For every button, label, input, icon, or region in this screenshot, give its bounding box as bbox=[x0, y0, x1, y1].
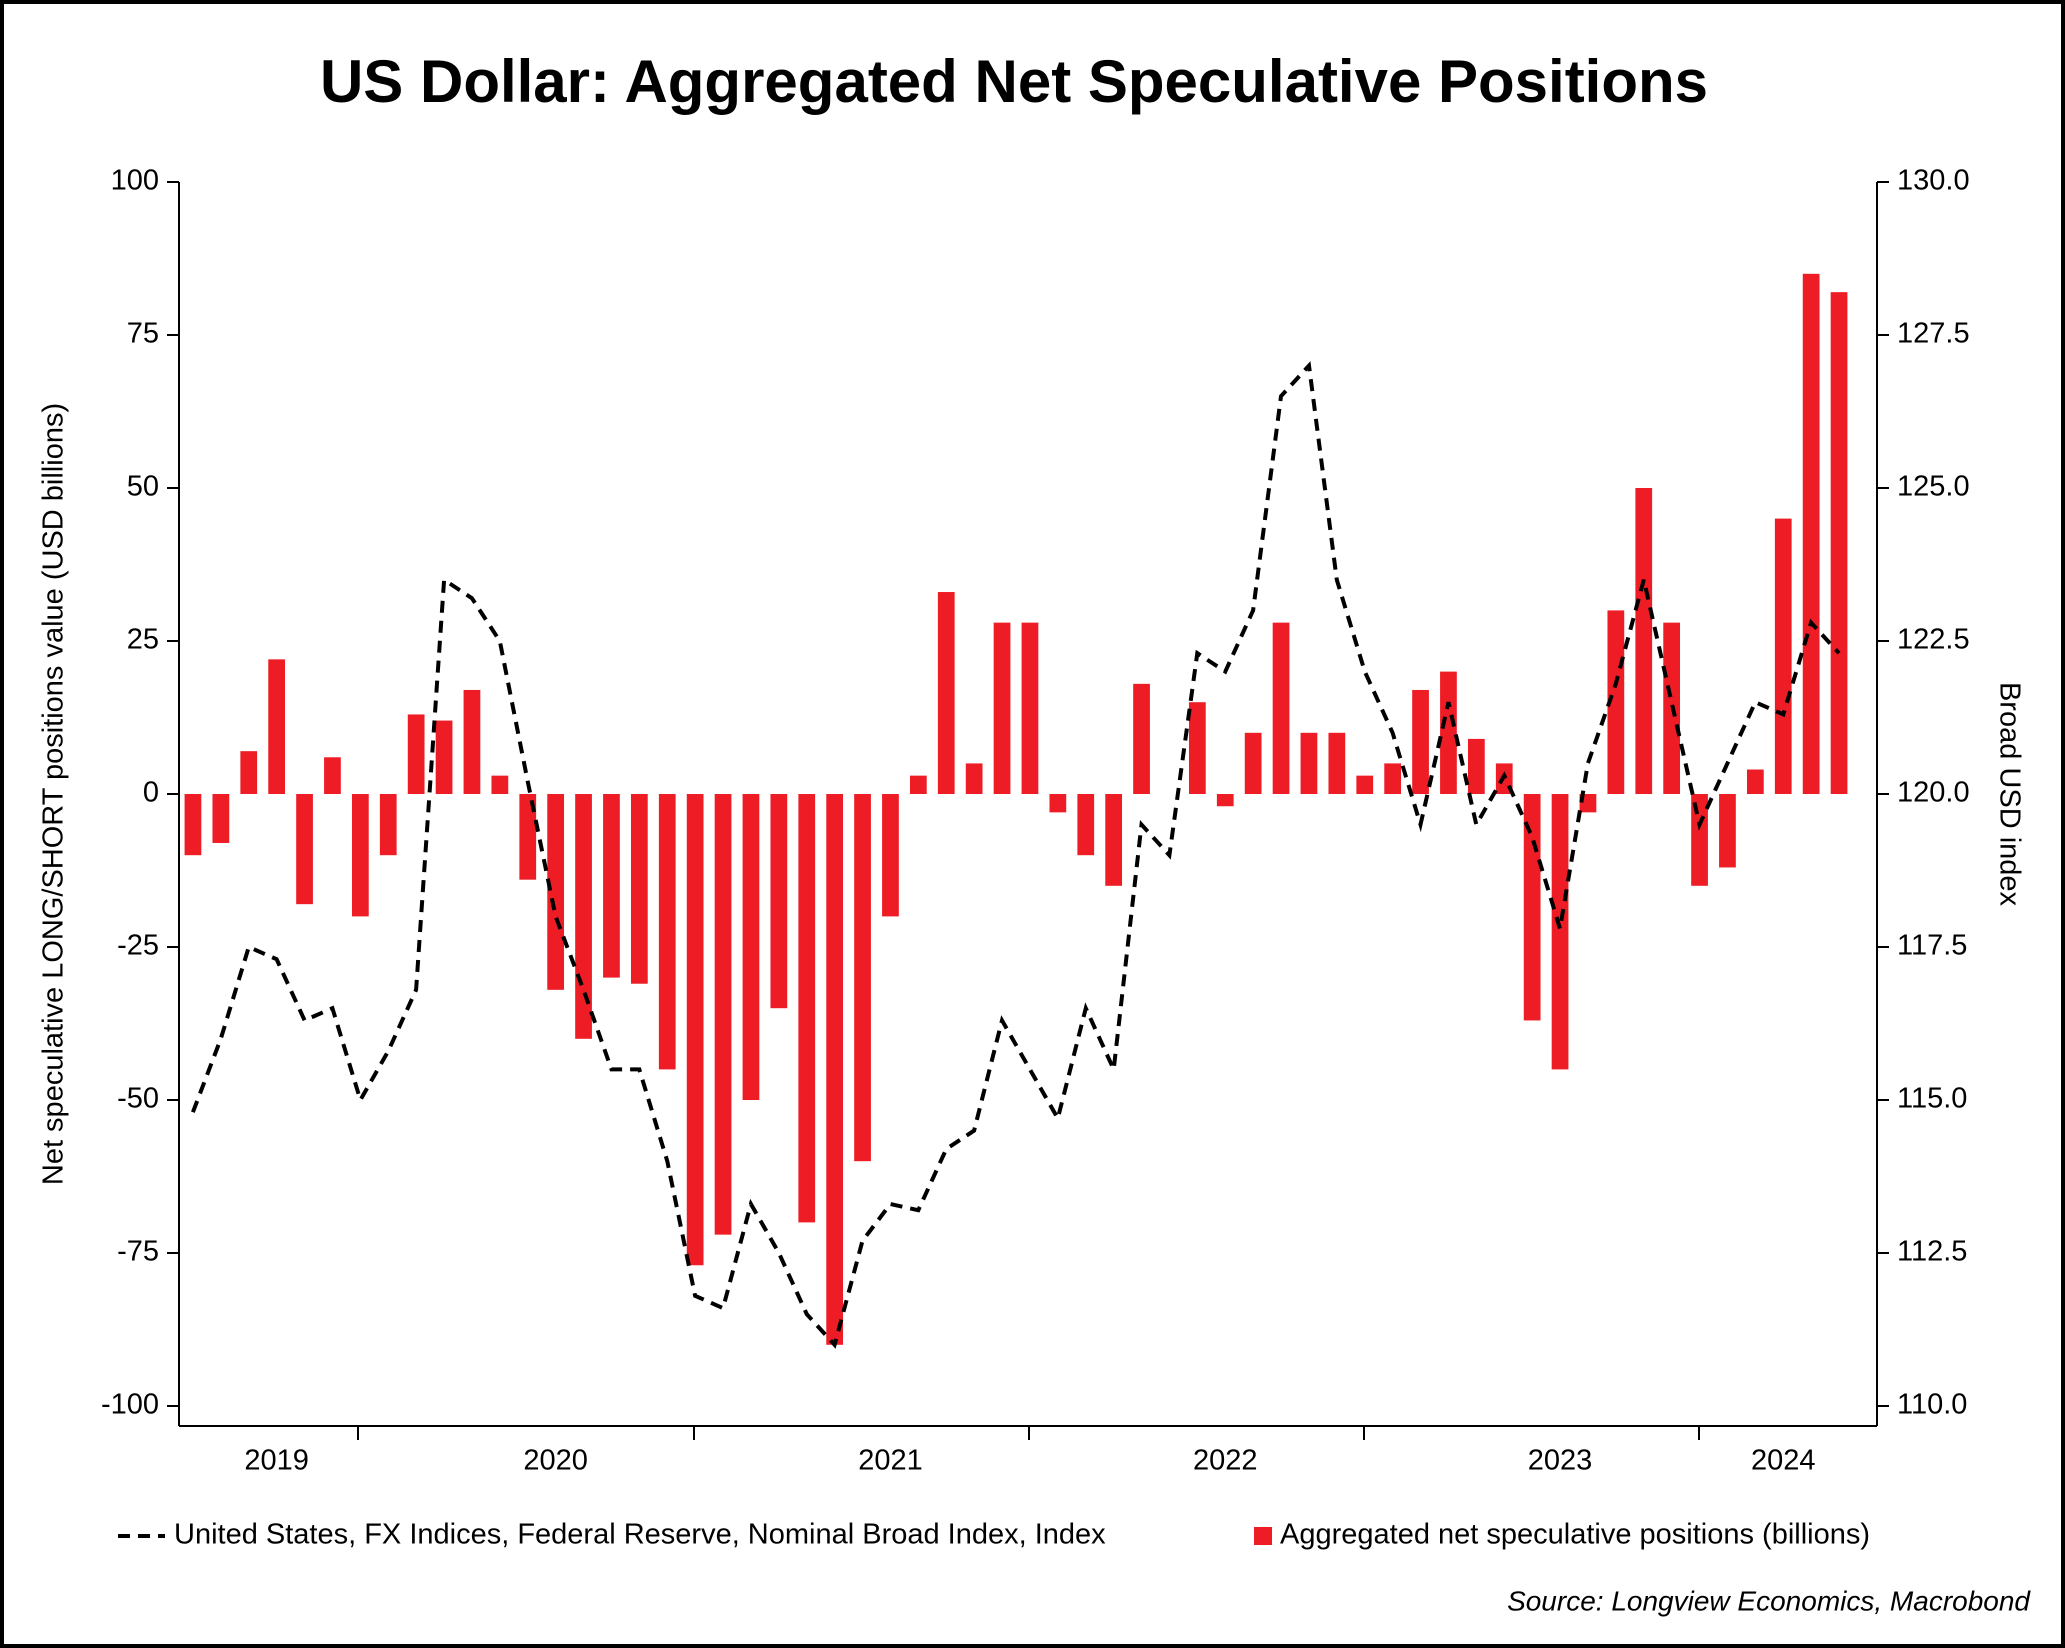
bar bbox=[854, 794, 871, 1162]
bar bbox=[1356, 775, 1374, 794]
bar bbox=[184, 794, 202, 856]
bar bbox=[630, 794, 648, 984]
x-tick-label: 2019 bbox=[244, 1445, 309, 1477]
bar bbox=[965, 763, 983, 794]
bar bbox=[268, 659, 286, 794]
legend-label: Aggregated net speculative positions (bi… bbox=[1280, 1519, 1870, 1551]
bar bbox=[742, 794, 760, 1100]
bar bbox=[1774, 518, 1792, 794]
bar bbox=[1077, 794, 1095, 856]
y-tick-label: 75 bbox=[127, 318, 159, 350]
y2-tick-label: 110.0 bbox=[1897, 1389, 1967, 1421]
bar bbox=[1049, 794, 1067, 813]
y-tick-label: 0 bbox=[143, 777, 159, 809]
bar bbox=[714, 794, 732, 1235]
bar bbox=[1300, 732, 1318, 794]
bar bbox=[1607, 610, 1625, 794]
legend-swatch-bar bbox=[1254, 1527, 1272, 1545]
bar bbox=[1719, 794, 1736, 868]
y-tick-label: -75 bbox=[117, 1236, 159, 1268]
y2-tick-label: 125.0 bbox=[1897, 471, 1970, 503]
bar bbox=[1551, 794, 1569, 1070]
y-tick-label: -100 bbox=[101, 1389, 159, 1421]
bar bbox=[1328, 732, 1346, 794]
y2-axis-label: Broad USD index bbox=[1993, 682, 2025, 907]
bar bbox=[937, 592, 955, 794]
bar bbox=[882, 794, 899, 917]
bar bbox=[240, 751, 258, 794]
bar bbox=[1244, 732, 1262, 794]
bar bbox=[658, 794, 676, 1070]
bar bbox=[770, 794, 788, 1009]
bar bbox=[1830, 292, 1848, 794]
source: Source: Longview Economics, Macrobond bbox=[1507, 1585, 2031, 1616]
year-ticks bbox=[357, 1426, 1700, 1440]
bar bbox=[212, 794, 230, 843]
bar bbox=[1105, 794, 1123, 886]
bar bbox=[351, 794, 369, 917]
bar bbox=[1272, 622, 1290, 794]
bar bbox=[1802, 273, 1820, 794]
bar bbox=[407, 714, 425, 794]
x-tick-label: 2020 bbox=[523, 1445, 588, 1477]
bar bbox=[1412, 689, 1429, 794]
bar bbox=[1467, 738, 1485, 794]
bar bbox=[491, 775, 509, 794]
bar bbox=[1440, 671, 1457, 794]
bar bbox=[686, 794, 704, 1266]
chart-title: US Dollar: Aggregated Net Speculative Po… bbox=[320, 48, 1708, 115]
bar bbox=[1635, 488, 1653, 794]
bar bbox=[519, 794, 537, 880]
y-tick-label: -50 bbox=[117, 1083, 159, 1115]
line bbox=[191, 361, 1841, 1349]
bar bbox=[1216, 794, 1234, 807]
bar bbox=[435, 720, 453, 794]
y2-tick-label: 120.0 bbox=[1897, 777, 1970, 809]
bar bbox=[993, 622, 1011, 794]
y2-tick-label: 112.5 bbox=[1897, 1236, 1967, 1268]
y2-tick-label: 130.0 bbox=[1897, 165, 1970, 197]
legend-label: United States, FX Indices, Federal Reser… bbox=[174, 1519, 1106, 1551]
x-tick-label: 2023 bbox=[1528, 1445, 1593, 1477]
x-tick-label: 2022 bbox=[1193, 1445, 1258, 1477]
y2-tick-label: 117.5 bbox=[1897, 930, 1967, 962]
bar bbox=[379, 794, 397, 856]
y-tick-label: 25 bbox=[127, 624, 159, 656]
bar bbox=[1133, 683, 1150, 794]
y-tick-label: 100 bbox=[111, 165, 159, 197]
y2-tick-label: 122.5 bbox=[1897, 624, 1970, 656]
y-tick-label: -25 bbox=[117, 930, 159, 962]
bar bbox=[909, 775, 927, 794]
bar bbox=[603, 794, 620, 978]
x-tick-label: 2021 bbox=[858, 1445, 923, 1477]
y2-tick-label: 115.0 bbox=[1897, 1083, 1967, 1115]
y2-tick-label: 127.5 bbox=[1897, 318, 1970, 350]
bar bbox=[826, 794, 844, 1345]
bar bbox=[324, 757, 341, 794]
bar bbox=[296, 794, 313, 905]
bar bbox=[1188, 702, 1206, 794]
bar bbox=[1384, 763, 1402, 794]
y-axis-label: Net speculative LONG/SHORT positions val… bbox=[38, 403, 70, 1185]
bar bbox=[547, 794, 565, 990]
y-tick-label: 50 bbox=[127, 471, 159, 503]
bar bbox=[1021, 622, 1039, 794]
x-tick-label: 2024 bbox=[1751, 1445, 1816, 1477]
bar bbox=[1746, 769, 1764, 794]
bar bbox=[798, 794, 816, 1223]
bar bbox=[463, 689, 481, 794]
